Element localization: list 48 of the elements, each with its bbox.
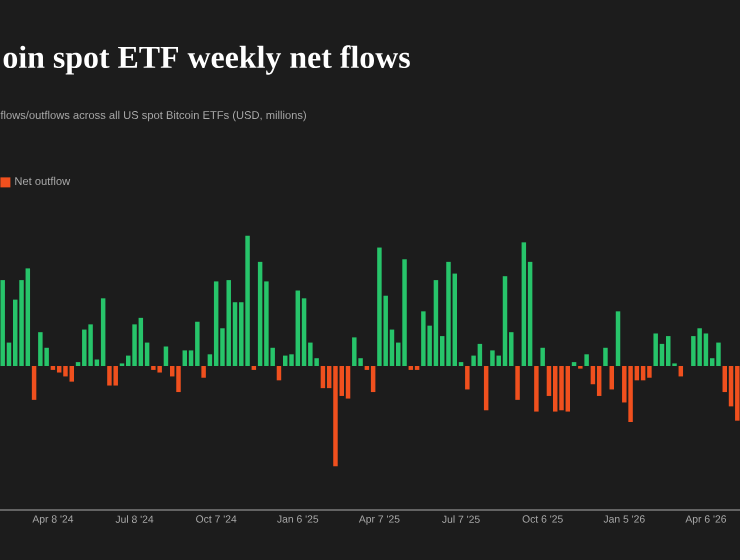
bar [182, 350, 188, 367]
bar [333, 366, 338, 467]
bar [666, 336, 671, 367]
bar [735, 366, 740, 421]
bar [552, 366, 558, 412]
bar [446, 261, 451, 367]
bar [584, 354, 589, 367]
bar [63, 366, 68, 377]
bar [402, 259, 407, 367]
bar [201, 366, 206, 378]
bar [0, 280, 5, 367]
bar [534, 366, 539, 412]
bar [245, 235, 250, 367]
bar [88, 324, 93, 367]
bar [691, 336, 696, 367]
bar [596, 366, 602, 396]
bar [615, 311, 621, 367]
bar [490, 350, 495, 367]
chart-title: oin spot ETF weekly net flows [3, 45, 410, 75]
bar [176, 366, 181, 393]
bar [38, 332, 43, 367]
bar [647, 366, 652, 378]
bar [352, 337, 357, 367]
bar [515, 366, 520, 400]
bar [377, 247, 382, 367]
bar [107, 366, 112, 386]
bar [113, 366, 118, 386]
bar [603, 347, 608, 367]
bar [132, 324, 137, 367]
bar [82, 329, 87, 367]
bar [56, 366, 62, 373]
bar [465, 366, 470, 390]
bar [345, 366, 351, 399]
bar [703, 333, 709, 367]
bar [653, 333, 658, 367]
bar [628, 366, 633, 422]
bar [716, 342, 721, 367]
bar [565, 366, 571, 412]
bar [163, 346, 169, 367]
bar [421, 311, 426, 367]
bar [69, 366, 74, 382]
bar [540, 347, 545, 367]
bar [697, 328, 702, 367]
bar [226, 280, 231, 367]
bar [195, 321, 200, 367]
bar [157, 366, 162, 373]
bar [559, 366, 564, 411]
bar [213, 281, 219, 367]
